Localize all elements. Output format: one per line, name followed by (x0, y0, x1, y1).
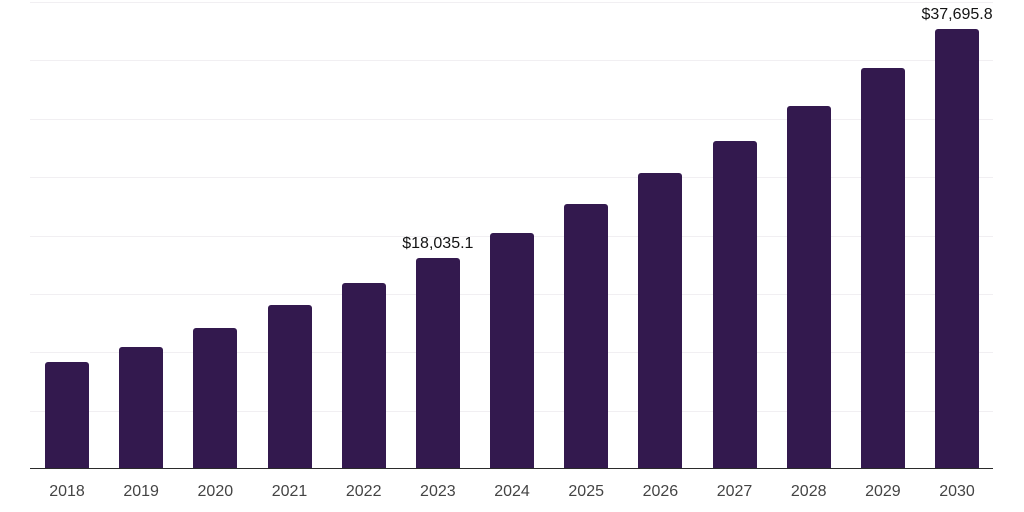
x-tick-2021: 2021 (271, 483, 308, 500)
x-tick-2025: 2025 (568, 483, 604, 500)
bar-2030[interactable] (935, 28, 980, 469)
x-tick-2020: 2020 (197, 483, 234, 500)
bar-2029[interactable] (860, 68, 905, 469)
x-tick-2026: 2026 (642, 483, 679, 500)
x-tick-2019: 2019 (123, 483, 159, 500)
x-tick-2018: 2018 (49, 483, 85, 500)
x-tick-2024: 2024 (494, 483, 530, 500)
plot-area: $18,035.1 $37,695.8 (30, 2, 993, 469)
gridline-25000 (30, 177, 993, 179)
bar-2024[interactable] (490, 233, 535, 469)
data-label-2023: $18,035.1 (402, 235, 474, 253)
bar-2026[interactable] (638, 173, 683, 469)
gridline-40000 (30, 2, 993, 3)
bar-2027[interactable] (712, 141, 757, 469)
gridline-30000 (30, 118, 993, 120)
bar-2018[interactable] (45, 362, 89, 469)
bar-2022[interactable] (341, 282, 386, 469)
bar-2023[interactable] (415, 258, 460, 469)
bar-2025[interactable] (564, 203, 609, 469)
x-tick-2027: 2027 (716, 483, 753, 500)
bar-2021[interactable] (267, 305, 312, 469)
gridline-35000 (30, 60, 993, 62)
x-axis-line (30, 468, 993, 469)
data-label-2030: $37,695.8 (921, 5, 993, 23)
x-tick-2028: 2028 (790, 483, 827, 500)
bar-2028[interactable] (786, 106, 831, 469)
x-tick-2030: 2030 (939, 483, 975, 500)
x-tick-2023: 2023 (420, 483, 456, 500)
bar-2020[interactable] (193, 328, 238, 469)
x-axis-labels: 2018 2019 2020 2021 2022 2023 2024 2025 2026 2027… (0, 482, 1024, 504)
x-tick-2029: 2029 (865, 483, 901, 500)
x-tick-2022: 2022 (345, 483, 382, 500)
bar-2019[interactable] (119, 346, 164, 469)
